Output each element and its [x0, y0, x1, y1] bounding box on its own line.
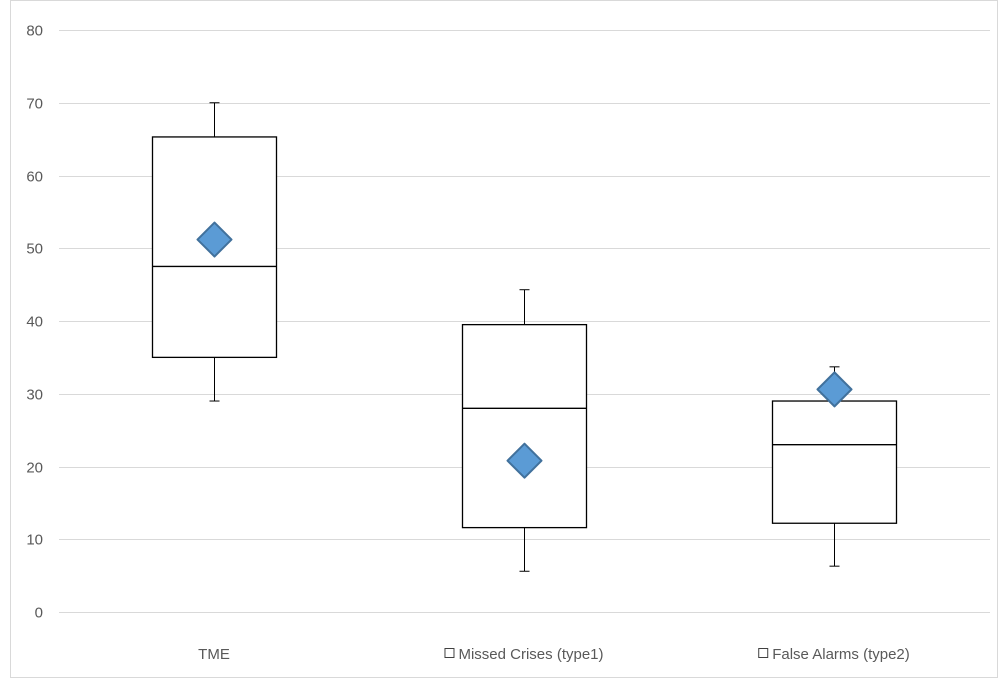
y-tick-label: 40 [26, 314, 43, 331]
y-tick-label: 10 [26, 532, 43, 549]
x-category-label: False Alarms (type2) [772, 646, 910, 663]
mean-markers [196, 221, 853, 479]
y-tick-label: 70 [26, 96, 43, 113]
legend-square-icon [444, 648, 455, 658]
gridlines [59, 30, 990, 613]
x-category-label: Missed Crises (type1) [458, 646, 603, 663]
y-tick-label: 60 [26, 169, 43, 186]
box-1 [461, 289, 588, 572]
y-tick-label: 20 [26, 460, 43, 477]
x-axis-labels: TME Missed Crises (type1) False Alarms (ty… [198, 646, 910, 663]
y-tick-label: 80 [26, 23, 43, 40]
legend-square-icon [758, 648, 769, 658]
y-tick-label: 50 [26, 241, 43, 258]
iqr-box [771, 400, 898, 524]
mean-marker [506, 442, 543, 479]
y-tick-label: 0 [35, 605, 43, 622]
mean-marker [816, 371, 853, 408]
y-axis-ticks: 0 10 20 30 40 50 60 70 80 [26, 23, 43, 622]
box-2 [771, 366, 898, 567]
x-category-label: TME [198, 646, 230, 663]
boxes [151, 102, 898, 572]
mean-marker [196, 221, 233, 258]
iqr-box [461, 323, 588, 529]
y-tick-label: 30 [26, 387, 43, 404]
